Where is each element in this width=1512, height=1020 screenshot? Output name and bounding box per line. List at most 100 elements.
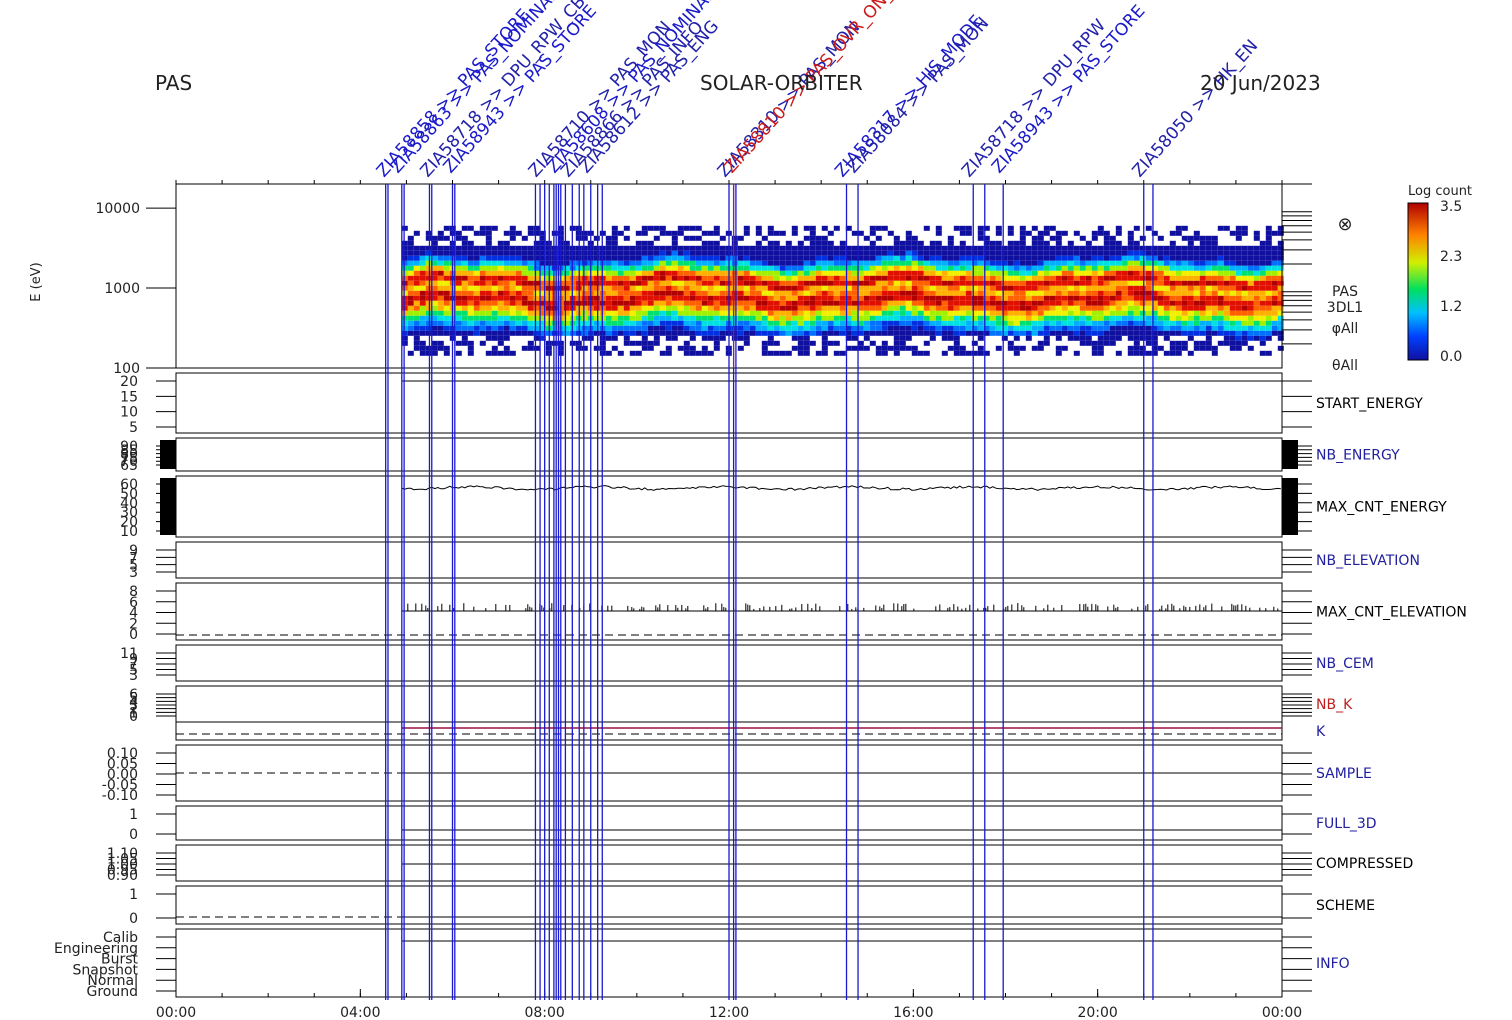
spectrogram-cell xyxy=(1037,235,1044,241)
spectrogram-cell xyxy=(755,265,762,271)
spectrogram-cell xyxy=(647,315,654,321)
spectrogram-cell xyxy=(1163,315,1170,321)
spectrogram-cell xyxy=(1061,280,1068,286)
spectrogram-cell xyxy=(629,315,636,321)
spectrogram-cell xyxy=(1229,340,1236,346)
spectrogram-cell xyxy=(1169,265,1176,271)
spectrogram-cell xyxy=(1043,280,1050,286)
spectrogram-cell xyxy=(1211,235,1218,241)
spectrogram-cell xyxy=(857,330,864,336)
spectrogram-cell xyxy=(1193,330,1200,336)
spectrogram-cell xyxy=(815,280,822,286)
spectrogram-cell xyxy=(767,255,774,261)
spectrogram-cell xyxy=(893,265,900,271)
spectrogram-cell xyxy=(875,320,882,326)
spectrogram-cell xyxy=(1253,295,1260,301)
spectrogram-cell xyxy=(707,325,714,331)
spectrogram-cell xyxy=(881,340,888,346)
spectrogram-cell xyxy=(971,250,978,256)
spectrogram-cell xyxy=(431,245,438,251)
spectrogram-cell xyxy=(1073,315,1080,321)
spectrogram-cell xyxy=(563,265,570,271)
spectrogram-cell xyxy=(1151,250,1158,256)
spectrogram-cell xyxy=(953,345,960,351)
spectrogram-cell xyxy=(1205,245,1212,251)
spectrogram-cell xyxy=(1265,300,1272,306)
spectrogram-cell xyxy=(659,250,666,256)
spectrogram-cell xyxy=(1265,315,1272,321)
spectrogram-cell xyxy=(431,330,438,336)
spectrogram-cell xyxy=(809,250,816,256)
spectrogram-cell xyxy=(737,290,744,296)
spectrogram-cell xyxy=(1145,350,1152,356)
spectrogram-cell xyxy=(1085,310,1092,316)
spectrogram-cell xyxy=(1235,250,1242,256)
spectrogram-cell xyxy=(1163,245,1170,251)
spectrogram-cell xyxy=(875,300,882,306)
spectrogram-cell xyxy=(827,240,834,246)
spectrogram-cell xyxy=(761,250,768,256)
spectrogram-cell xyxy=(407,290,414,296)
spectrogram-cell xyxy=(593,325,600,331)
spectrogram-cell xyxy=(1163,250,1170,256)
spectrogram-cell xyxy=(755,295,762,301)
spectrogram-cell xyxy=(1193,345,1200,351)
spectrogram-cell xyxy=(425,305,432,311)
spectrogram-cell xyxy=(635,340,642,346)
spectrogram-cell xyxy=(959,300,966,306)
spectrogram-cell xyxy=(1025,320,1032,326)
spectrogram-cell xyxy=(425,320,432,326)
spectrogram-cell xyxy=(1109,295,1116,301)
spectrogram-cell xyxy=(413,310,420,316)
spectrogram-cell xyxy=(1175,340,1182,346)
spectrogram-cell xyxy=(641,295,648,301)
spectrogram-cell xyxy=(581,255,588,261)
spectrogram-cell xyxy=(959,325,966,331)
spectrogram-cell xyxy=(1259,290,1266,296)
spectrogram-cell xyxy=(1121,295,1128,301)
spectrogram-cell xyxy=(881,250,888,256)
spectrogram-cell xyxy=(1241,225,1248,231)
spectrogram-cell xyxy=(491,335,498,341)
spectrogram-cell xyxy=(491,305,498,311)
spectrogram-cell xyxy=(1193,295,1200,301)
spectrogram-cell xyxy=(1217,340,1224,346)
spectrogram-cell xyxy=(971,260,978,266)
panel-ytick-label: 70 xyxy=(120,454,138,470)
spectrogram-cell xyxy=(521,275,528,281)
spectrogram-cell xyxy=(1097,325,1104,331)
spectrogram-cell xyxy=(719,305,726,311)
spectrogram-cell xyxy=(797,265,804,271)
spectrogram-cell xyxy=(1001,315,1008,321)
spectrogram-cell xyxy=(1085,295,1092,301)
spectrogram-cell xyxy=(1199,340,1206,346)
spectrogram-cell xyxy=(563,305,570,311)
spectrogram-cell xyxy=(827,340,834,346)
spectrogram-cell xyxy=(689,320,696,326)
spectrogram-cell xyxy=(965,350,972,356)
spectrogram-cell xyxy=(1133,305,1140,311)
spectrogram-cell xyxy=(617,250,624,256)
spectrogram-cell xyxy=(923,260,930,266)
spectrogram-cell xyxy=(929,250,936,256)
spectrogram-cell xyxy=(719,310,726,316)
colorbar-tick-2: 2.3 xyxy=(1440,249,1462,265)
spectrogram-cell xyxy=(881,320,888,326)
spectrogram-cell xyxy=(707,230,714,236)
spectrogram-cell xyxy=(719,255,726,261)
spectrogram-cell xyxy=(653,270,660,276)
spectrogram-cell xyxy=(869,245,876,251)
spectrogram-cell xyxy=(1049,295,1056,301)
spectrogram-cell xyxy=(1133,250,1140,256)
spectrogram-cell xyxy=(977,230,984,236)
spectrogram-cell xyxy=(899,260,906,266)
spectrogram-cell xyxy=(563,290,570,296)
spectrogram-cell xyxy=(1241,315,1248,321)
spectrogram-cell xyxy=(659,295,666,301)
spectrogram-cell xyxy=(1013,300,1020,306)
spectrogram-cell xyxy=(713,315,720,321)
spectrogram-cell xyxy=(503,325,510,331)
spectrogram-cell xyxy=(1241,275,1248,281)
spectrogram-cell xyxy=(683,265,690,271)
spectrogram-cell xyxy=(473,310,480,316)
